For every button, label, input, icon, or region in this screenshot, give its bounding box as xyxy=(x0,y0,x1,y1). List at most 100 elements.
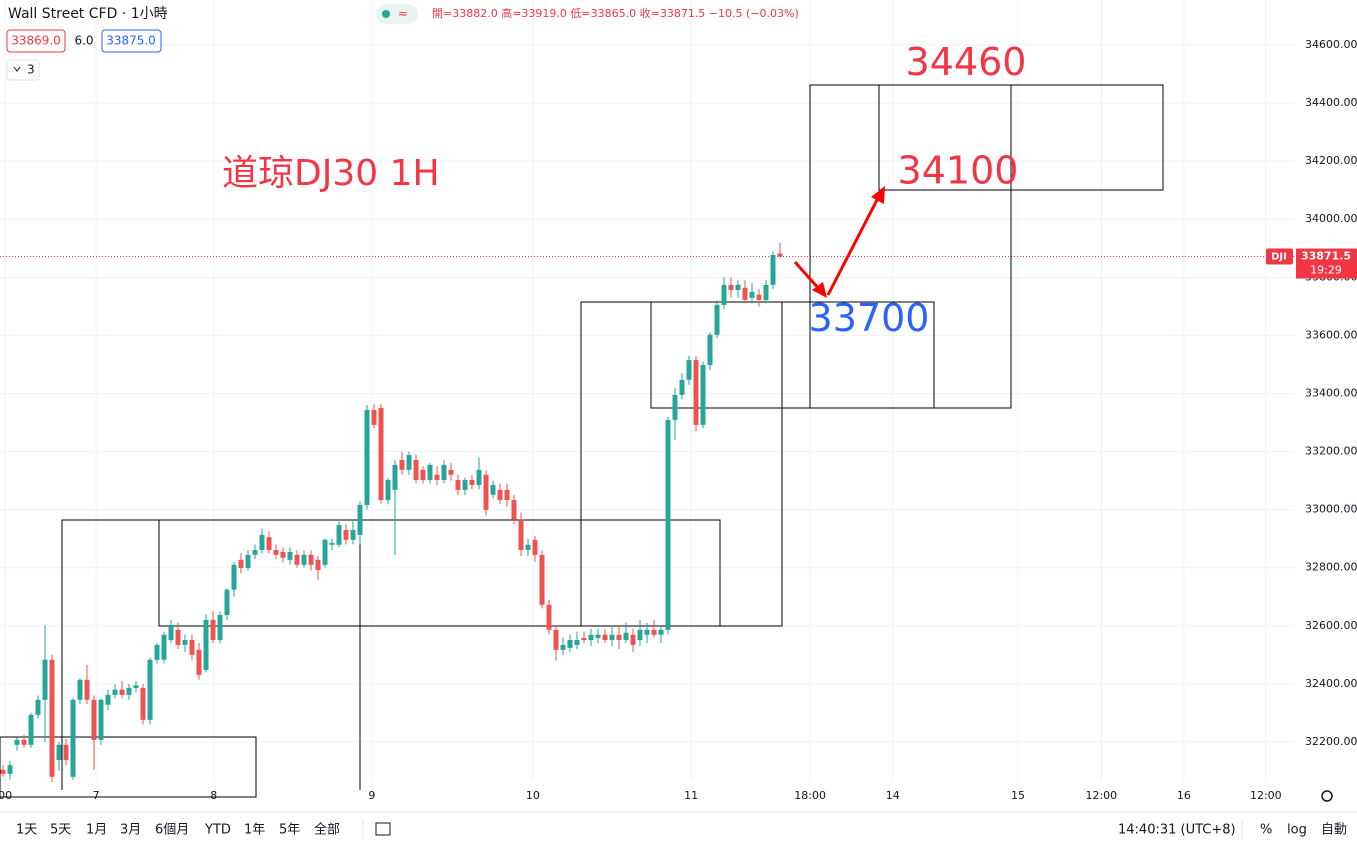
ask[interactable]: 33875.0 xyxy=(106,34,156,48)
status-icon: ≈ xyxy=(398,7,408,21)
candle-body xyxy=(161,634,167,660)
candle-body xyxy=(364,410,370,505)
candle-body xyxy=(546,604,552,630)
candle-body xyxy=(119,689,125,695)
candle-body xyxy=(343,529,349,540)
candle-body xyxy=(294,554,300,565)
x-tick-label: 12:00 xyxy=(1085,789,1117,802)
percent-toggle[interactable]: % xyxy=(1260,823,1272,838)
candle-body xyxy=(28,714,34,745)
range-button[interactable]: YTD xyxy=(204,823,231,838)
candle-body xyxy=(385,480,391,501)
candle-body xyxy=(392,464,398,490)
indicators-toggle[interactable] xyxy=(6,59,40,81)
level-label: 33700 xyxy=(809,296,930,340)
candle-body xyxy=(707,334,713,366)
annotation-title: 道琼DJ30 1H xyxy=(222,153,440,194)
price-tag xyxy=(1296,248,1357,279)
sell-button[interactable] xyxy=(6,29,66,53)
candle-body xyxy=(105,694,111,705)
candle-body xyxy=(84,679,90,700)
x-tick-label: 00 xyxy=(0,789,12,802)
candle-body xyxy=(322,539,328,565)
candle-body xyxy=(406,455,412,470)
candle-body xyxy=(98,699,104,740)
candle-body xyxy=(497,489,503,501)
arrow-head xyxy=(812,282,827,298)
range-button[interactable]: 1月 xyxy=(86,823,107,838)
price-tag-countdown: 19:29 xyxy=(1310,264,1342,277)
range-button[interactable]: 6個月 xyxy=(155,823,189,838)
candle-body xyxy=(567,640,573,648)
candle-body xyxy=(511,500,517,520)
range-button[interactable]: 5年 xyxy=(279,823,300,838)
candle-body xyxy=(651,629,657,635)
candle-body xyxy=(315,559,321,571)
range-button[interactable]: 1年 xyxy=(244,823,265,838)
market-status[interactable] xyxy=(376,4,418,24)
candle-body xyxy=(14,739,20,745)
candle-body xyxy=(112,689,118,695)
candle-body xyxy=(434,474,440,481)
y-tick-label: 32800.00 xyxy=(1305,561,1357,574)
arrows xyxy=(793,186,885,298)
date-range-icon[interactable] xyxy=(375,822,391,836)
candle-body xyxy=(763,284,769,300)
y-tick-label: 32400.00 xyxy=(1305,677,1357,690)
x-tick-label: 16 xyxy=(1177,789,1191,802)
range-button[interactable]: 全部 xyxy=(314,822,340,838)
candle-body xyxy=(441,464,447,481)
candle-body xyxy=(231,564,237,590)
box xyxy=(650,301,935,409)
auto-toggle[interactable]: 自動 xyxy=(1321,823,1347,838)
candle-body xyxy=(7,765,13,774)
candle-body xyxy=(749,291,755,298)
clock: 14:40:31 (UTC+8) xyxy=(1118,823,1236,838)
settings-icon[interactable] xyxy=(1321,790,1333,802)
candle-body xyxy=(672,394,678,420)
candle-body xyxy=(196,649,202,675)
candle-body xyxy=(301,554,307,565)
annotation-layer: 道琼DJ30 1H 34460 34100 33700 xyxy=(222,40,1026,340)
bid[interactable]: 33869.0 xyxy=(11,34,61,48)
grid-layer xyxy=(0,0,1295,782)
y-tick-label: 33400.00 xyxy=(1305,386,1357,399)
axes: 34600.0034400.0034200.0034000.0033800.00… xyxy=(0,38,1357,802)
candle-body xyxy=(448,469,454,475)
spread: 6.0 xyxy=(74,34,93,48)
range-button[interactable]: 1天 xyxy=(16,823,37,838)
candle-body xyxy=(504,489,510,501)
y-tick-label: 34200.00 xyxy=(1305,154,1357,167)
candle-body xyxy=(378,407,384,501)
candle-body xyxy=(644,629,650,635)
range-button[interactable]: 5天 xyxy=(50,823,71,838)
indicator-count: 3 xyxy=(27,63,35,77)
candle-body xyxy=(35,699,41,715)
candle-body xyxy=(483,474,489,510)
candle-body xyxy=(756,294,762,300)
candle-body xyxy=(259,534,265,550)
candle-body xyxy=(56,744,62,760)
range-button[interactable]: 3月 xyxy=(120,823,141,838)
candle-body xyxy=(77,679,83,700)
x-tick-label: 15 xyxy=(1011,789,1025,802)
candle-body xyxy=(427,464,433,481)
candle-body xyxy=(714,304,720,335)
price-axis xyxy=(1295,0,1357,812)
candle-body xyxy=(742,287,748,300)
candle-body xyxy=(560,644,566,650)
candle-body xyxy=(721,284,727,305)
log-toggle[interactable]: log xyxy=(1287,823,1307,838)
candle-body xyxy=(133,685,139,688)
y-tick-label: 32600.00 xyxy=(1305,619,1357,632)
candle-body xyxy=(329,543,335,545)
candle-body xyxy=(210,619,216,641)
symbol-title: Wall Street CFD · 1小時 xyxy=(8,6,168,22)
level-label: 34460 xyxy=(906,40,1027,84)
candle-body xyxy=(371,410,377,425)
candle-body xyxy=(140,687,146,720)
buy-button[interactable] xyxy=(101,29,162,53)
candle-body xyxy=(238,559,244,568)
box xyxy=(809,84,1012,409)
candle-body xyxy=(399,459,405,470)
